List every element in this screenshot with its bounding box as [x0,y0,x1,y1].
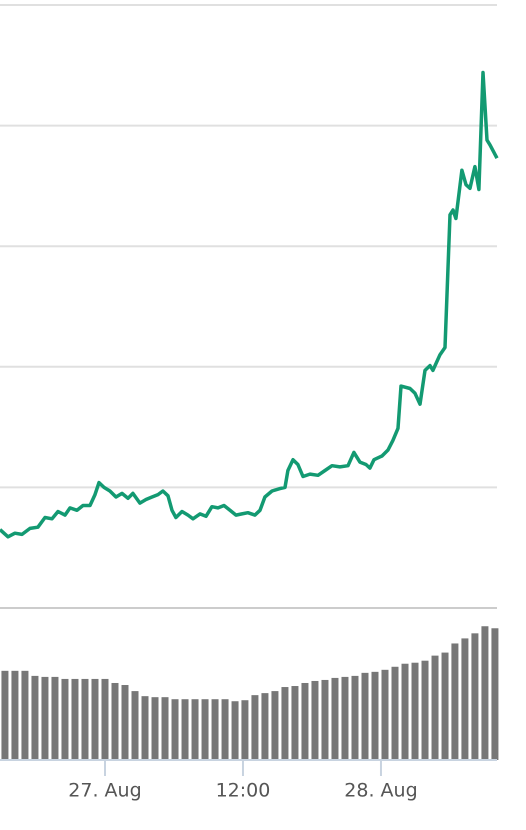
volume-bar [171,699,179,760]
volume-bar [471,633,479,760]
volume-bar [151,697,159,760]
volume-bar [251,695,259,760]
volume-bar [421,660,429,760]
volume-bar [31,675,39,760]
x-tick-label: 12:00 [216,780,271,802]
volume-bar [301,682,309,760]
volume-bar [181,699,189,760]
volume-bar [341,676,349,760]
volume-bar [141,696,149,760]
volume-bar [161,697,169,760]
volume-bar [331,677,339,760]
volume-bar [271,691,279,760]
volume-bar [401,663,409,760]
volume-bar [21,670,29,760]
volume-bar [391,666,399,760]
volume-bar [321,679,329,760]
volume-bar [461,638,469,760]
volume-bar [221,699,229,760]
volume-bar [411,662,419,760]
volume-bar [131,691,139,760]
volume-bar [281,687,289,760]
volume-bar [81,678,89,760]
volume-bar [121,685,129,760]
volume-bar [231,701,239,760]
volume-bar [441,652,449,760]
volume-bar [491,628,499,760]
volume-bar [201,699,209,760]
volume-bar [71,678,79,760]
volume-bar [481,626,489,760]
volume-bar [51,676,59,760]
volume-bar [211,699,219,760]
volume-bar [91,678,99,760]
volume-bar [41,676,49,760]
price-line [0,70,499,539]
volume-bar [381,669,389,760]
x-tick-label: 28. Aug [344,780,417,802]
volume-bar [241,700,249,760]
volume-bar [451,643,459,760]
volume-bar [261,693,269,760]
volume-bar [111,682,119,760]
volume-bar [11,670,19,760]
volume-bar [1,670,9,760]
volume-bar [361,672,369,760]
x-tick-label: 27. Aug [68,780,141,802]
volume-bar [431,655,439,760]
volume-bar [291,686,299,760]
volume-bar [191,699,199,760]
volume-bar [61,678,69,760]
volume-bar [101,678,109,760]
volume-bar [351,675,359,760]
volume-bar [371,671,379,760]
volume-bar [311,680,319,760]
